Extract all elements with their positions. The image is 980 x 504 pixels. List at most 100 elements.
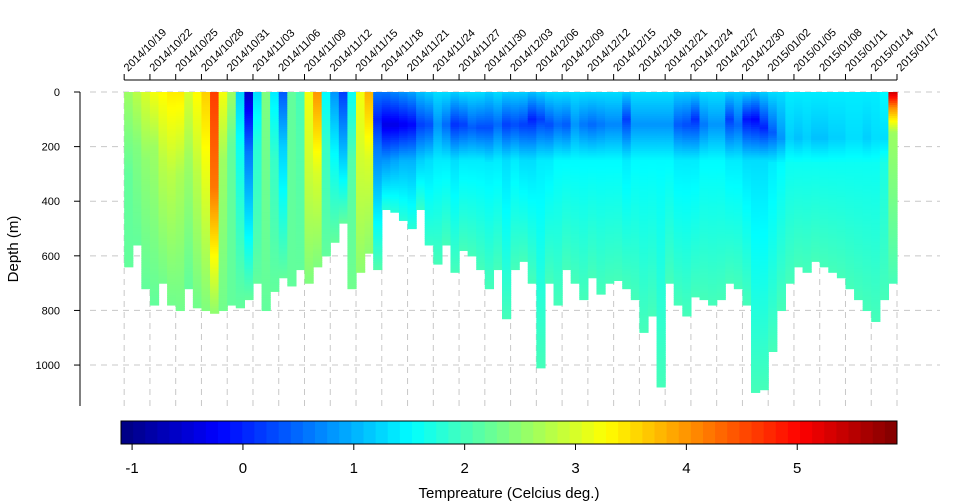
heat-cell xyxy=(579,229,589,233)
heat-cell xyxy=(124,118,134,121)
heat-cell xyxy=(527,109,537,113)
heat-cell xyxy=(167,205,177,209)
heat-cell xyxy=(467,113,477,117)
heat-cell xyxy=(330,188,340,191)
heat-cell xyxy=(493,116,503,119)
heat-cell xyxy=(596,229,606,233)
heat-cell xyxy=(295,96,306,100)
heat-cell xyxy=(149,111,160,115)
heat-cell xyxy=(476,153,486,156)
heat-cell xyxy=(596,155,606,159)
heat-cell xyxy=(433,155,443,159)
heat-cell xyxy=(149,242,160,246)
heat-cell xyxy=(493,266,503,270)
heat-cell xyxy=(459,242,469,246)
heat-cell xyxy=(278,214,288,218)
heat-cell xyxy=(587,135,598,139)
heat-cell xyxy=(433,205,443,209)
heat-cell xyxy=(261,118,271,121)
heat-cell xyxy=(467,196,477,200)
heat-cell xyxy=(304,196,314,200)
heat-cell xyxy=(587,177,598,180)
heat-cell xyxy=(210,188,220,191)
heat-cell xyxy=(536,260,546,263)
heat-cell xyxy=(252,164,263,167)
heat-cell xyxy=(270,212,280,215)
heat-cell xyxy=(587,216,598,220)
heat-cell xyxy=(321,253,331,257)
heat-cell xyxy=(416,148,426,152)
heat-cell xyxy=(519,236,529,239)
heat-cell xyxy=(536,177,546,180)
heat-cell xyxy=(210,126,220,130)
heat-cell xyxy=(192,212,203,215)
heat-cell xyxy=(158,225,168,229)
heat-cell xyxy=(544,255,555,259)
heat-cell xyxy=(364,223,374,226)
heat-cell xyxy=(295,236,306,239)
heat-cell xyxy=(416,201,426,205)
heat-cell xyxy=(278,144,288,148)
heat-cell xyxy=(192,170,203,174)
heat-cell xyxy=(587,201,598,205)
heat-cell xyxy=(484,247,495,250)
heat-cell xyxy=(433,225,443,229)
heat-cell xyxy=(373,170,383,174)
heat-cell xyxy=(459,194,469,198)
heat-cell xyxy=(252,131,263,135)
heat-cell xyxy=(605,155,615,159)
heat-cell xyxy=(304,201,314,205)
heat-cell xyxy=(459,131,469,135)
heat-cell xyxy=(596,172,606,176)
heat-cell xyxy=(398,148,409,152)
heat-cell xyxy=(201,249,211,253)
heat-cell xyxy=(270,203,280,207)
heat-cell xyxy=(450,201,460,205)
heat-cell xyxy=(373,166,383,170)
heat-cell xyxy=(441,240,452,244)
heat-cell xyxy=(536,181,546,185)
heat-cell xyxy=(407,172,417,176)
heat-cell xyxy=(579,249,589,253)
heat-cell xyxy=(510,131,520,135)
heat-cell xyxy=(244,233,254,237)
heat-cell xyxy=(321,109,331,113)
heat-cell xyxy=(398,212,409,215)
heat-cell xyxy=(373,231,383,235)
heat-cell xyxy=(313,137,323,141)
heat-cell xyxy=(270,126,280,130)
heat-cell xyxy=(416,183,426,187)
heat-cell xyxy=(459,107,469,111)
heat-cell xyxy=(502,251,512,255)
heat-cell xyxy=(167,181,177,185)
heat-cell xyxy=(433,194,443,198)
heat-cell xyxy=(536,282,546,285)
heat-cell xyxy=(175,116,185,119)
heat-cell xyxy=(356,218,366,222)
heat-cell xyxy=(304,144,314,148)
heat-cell xyxy=(132,196,142,200)
heat-cell xyxy=(605,92,615,95)
heat-cell xyxy=(201,242,211,246)
heat-cell xyxy=(201,170,211,174)
heat-cell xyxy=(424,116,434,119)
heat-cell xyxy=(227,253,237,257)
heat-cell xyxy=(613,170,623,174)
heat-cell xyxy=(313,190,323,194)
heat-cell xyxy=(398,214,409,218)
heat-cell xyxy=(579,264,589,268)
heat-cell xyxy=(544,238,555,242)
heat-cell xyxy=(416,116,426,119)
heat-cell xyxy=(605,105,615,108)
profile-2014-11-30 xyxy=(484,92,495,290)
heat-cell xyxy=(270,142,280,146)
heat-cell xyxy=(356,249,366,253)
heat-cell xyxy=(536,249,546,253)
heat-cell xyxy=(536,336,546,340)
heat-cell xyxy=(553,262,563,266)
heat-cell xyxy=(218,190,228,194)
heat-cell xyxy=(227,199,237,202)
heat-cell xyxy=(218,284,228,288)
heat-cell xyxy=(381,118,391,121)
heat-cell xyxy=(484,262,495,266)
